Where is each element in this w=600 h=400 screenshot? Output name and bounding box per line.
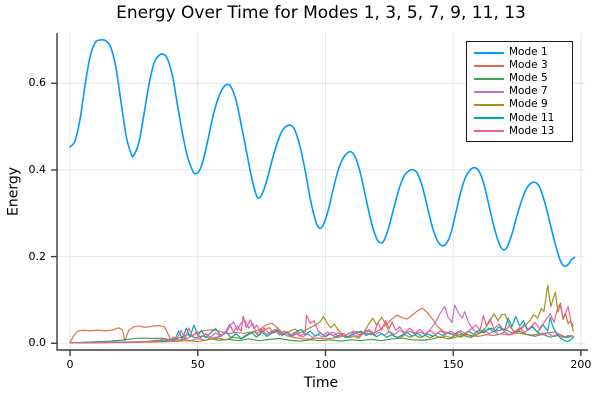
x-tick-label: 100	[314, 358, 336, 371]
legend-item-label: Mode 9	[509, 98, 548, 111]
series-line-mode-3	[69, 307, 574, 344]
x-tick-label: 150	[442, 358, 464, 371]
legend-item-label: Mode 11	[509, 111, 555, 124]
chart-title: Energy Over Time for Modes 1, 3, 5, 7, 9…	[116, 3, 526, 23]
legend-item: Mode 3	[467, 59, 572, 72]
legend-item-label: Mode 13	[509, 124, 555, 137]
series-line-mode-1	[69, 38, 576, 268]
y-tick-label: 0.2	[28, 249, 47, 263]
y-axis-label: Energy	[5, 167, 22, 217]
legend: Mode 1 Mode 3 Mode 5 Mode 7 Mode 9 Mode 11 Mod…	[466, 41, 573, 142]
legend-line-sample	[474, 90, 504, 93]
legend-item: Mode 7	[467, 85, 572, 98]
legend-item: Mode 13	[467, 125, 572, 138]
legend-line-sample	[474, 103, 504, 106]
legend-item: Mode 9	[467, 98, 572, 111]
legend-item-label: Mode 3	[509, 59, 548, 72]
x-tick-label: 0	[66, 358, 74, 371]
y-tick-label: 0.0	[28, 336, 47, 350]
legend-item-label: Mode 7	[509, 85, 548, 98]
x-tick-label: 50	[190, 358, 205, 371]
y-tick-label: 0.4	[28, 162, 47, 176]
legend-item-label: Mode 1	[509, 46, 548, 59]
legend-item: Mode 1	[467, 46, 572, 59]
legend-line-sample	[474, 64, 504, 67]
legend-item: Mode 11	[467, 111, 572, 124]
legend-item: Mode 5	[467, 72, 572, 85]
series-line-mode-5	[69, 327, 574, 344]
legend-line-sample	[474, 117, 504, 120]
x-axis-label: Time	[303, 375, 339, 391]
legend-item-label: Mode 5	[509, 72, 548, 85]
x-tick-label: 200	[570, 358, 592, 371]
y-tick-label: 0.6	[28, 76, 47, 90]
legend-line-sample	[474, 130, 504, 133]
series-line-mode-11	[69, 315, 574, 344]
series-line-mode-7	[69, 304, 574, 344]
legend-line-sample	[474, 77, 504, 80]
series-line-mode-13	[69, 302, 574, 344]
legend-line-sample	[474, 51, 504, 54]
